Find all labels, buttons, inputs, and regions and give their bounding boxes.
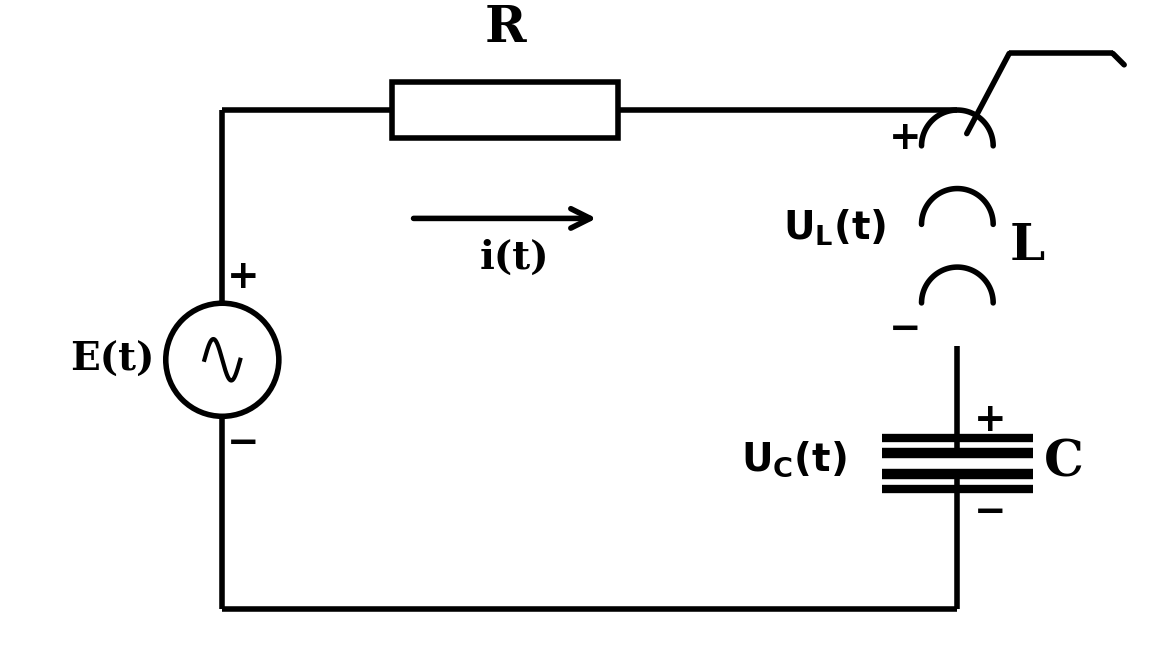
- Text: +: +: [227, 258, 259, 295]
- Text: −: −: [227, 424, 259, 462]
- Text: L: L: [1010, 222, 1045, 271]
- Bar: [392, 82, 618, 138]
- Text: C: C: [1044, 439, 1084, 488]
- Text: $\mathbf{U_C(t)}$: $\mathbf{U_C(t)}$: [741, 439, 846, 478]
- Text: E(t): E(t): [70, 341, 155, 379]
- Text: −: −: [889, 310, 922, 347]
- Text: +: +: [974, 401, 1006, 439]
- Text: −: −: [974, 492, 1006, 530]
- Text: R: R: [484, 5, 526, 53]
- Text: i(t): i(t): [480, 239, 549, 277]
- Text: $\mathbf{U_L(t)}$: $\mathbf{U_L(t)}$: [783, 208, 886, 248]
- Text: +: +: [889, 119, 922, 157]
